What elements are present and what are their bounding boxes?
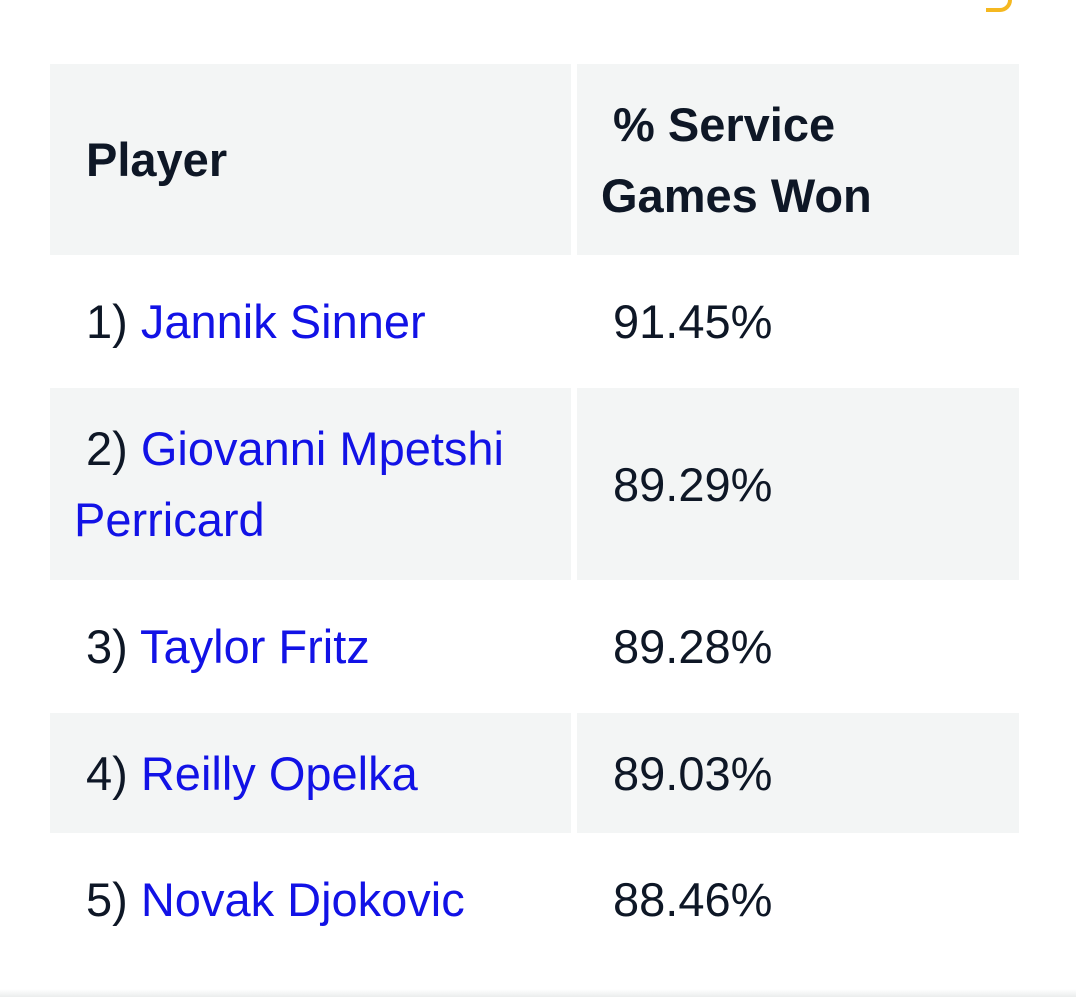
player-rank: 2) [86, 422, 141, 475]
service-games-table: Player % Service Games Won 1) Jannik Sin… [50, 64, 1019, 965]
stat-cell: 89.28% [577, 580, 1019, 713]
header-service-games-won: % Service Games Won [577, 64, 1019, 255]
stat-cell: 89.03% [577, 713, 1019, 833]
stat-value: 89.29% [613, 457, 773, 511]
table-row: 1) Jannik Sinner 91.45% [50, 255, 1019, 388]
player-link-perricard[interactable]: Perricard [74, 493, 265, 546]
player-cell: 4) Reilly Opelka [50, 713, 571, 833]
stat-value: 89.03% [613, 746, 773, 800]
player-cell: 2) Giovanni Mpetshi Perricard [50, 388, 571, 580]
player-cell: 1) Jannik Sinner [50, 255, 571, 388]
player-link-novak-djokovic[interactable]: Novak Djokovic [140, 872, 465, 926]
player-rank: 4) [86, 746, 141, 800]
stat-value: 91.45% [613, 295, 773, 348]
stat-cell: 91.45% [577, 255, 1019, 388]
header-stat-line1: % Service [613, 97, 836, 151]
decorative-mark [986, 0, 1012, 12]
player-link-giovanni-mpetshi-perricard[interactable]: Giovanni Mpetshi [140, 422, 504, 475]
table-row: 2) Giovanni Mpetshi Perricard 89.29% [50, 388, 1019, 580]
player-link-jannik-sinner[interactable]: Jannik Sinner [140, 295, 426, 348]
stat-value: 89.28% [613, 620, 773, 673]
player-link-reilly-opelka[interactable]: Reilly Opelka [140, 746, 418, 800]
table-row: 3) Taylor Fritz 89.28% [50, 580, 1019, 713]
table-row: 4) Reilly Opelka 89.03% [50, 713, 1019, 833]
player-rank: 1) [86, 295, 141, 348]
player-rank: 5) [86, 872, 141, 926]
player-link-taylor-fritz[interactable]: Taylor Fritz [140, 620, 370, 673]
table-row: 5) Novak Djokovic 88.46% [50, 833, 1019, 965]
table-header-row: Player % Service Games Won [50, 64, 1019, 255]
player-rank: 3) [86, 620, 140, 673]
player-cell: 3) Taylor Fritz [50, 580, 571, 713]
stat-cell: 89.29% [577, 388, 1019, 580]
player-cell: 5) Novak Djokovic [50, 833, 571, 965]
stat-value: 88.46% [613, 872, 773, 926]
header-player: Player [50, 64, 571, 255]
stat-cell: 88.46% [577, 833, 1019, 965]
bottom-fade [0, 989, 1076, 997]
header-stat-line2: Games Won [601, 168, 872, 222]
